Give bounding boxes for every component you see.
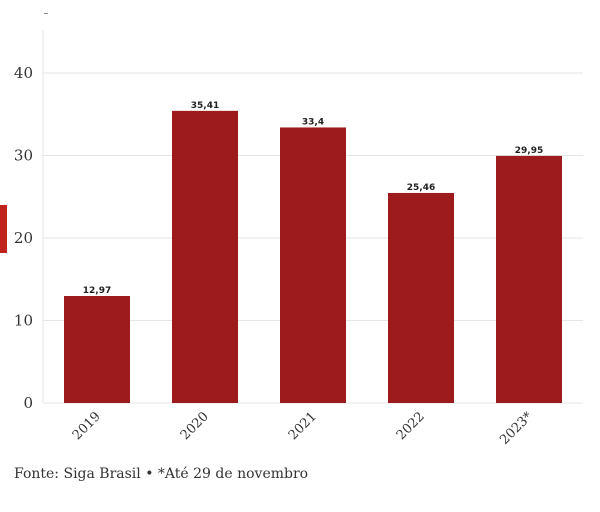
bar[interactable] <box>64 295 130 403</box>
bar[interactable] <box>280 127 346 403</box>
side-accent-tab[interactable] <box>0 205 7 253</box>
bar[interactable] <box>172 110 238 404</box>
data-label: 35,41 <box>191 101 219 111</box>
x-tick-label: 2021 <box>286 409 320 443</box>
bar-chart: 0 10 20 30 40 12,97 2019 35,41 2020 33,4 2021 25,46… <box>14 30 583 448</box>
bar[interactable] <box>496 155 562 403</box>
x-tick-label: 2020 <box>178 409 212 443</box>
x-tick-label: 2022 <box>394 409 428 443</box>
x-tick-label: 2023* <box>497 409 536 448</box>
source-note: Fonte: Siga Brasil • *Até 29 de novembro <box>14 466 309 482</box>
x-tick-label: 2019 <box>70 409 104 443</box>
y-tick-label: 0 <box>23 394 33 412</box>
data-label: 29,95 <box>515 146 543 156</box>
bar[interactable] <box>388 192 454 403</box>
data-label: 33,4 <box>302 117 324 127</box>
y-tick-label: 20 <box>14 229 33 247</box>
y-tick-label: 30 <box>14 147 33 165</box>
data-label: 25,46 <box>407 183 435 193</box>
bar-layer <box>64 110 562 404</box>
data-label: 12,97 <box>83 286 111 296</box>
top-marker <box>44 13 48 14</box>
y-tick-label: 10 <box>14 312 33 330</box>
y-tick-label: 40 <box>14 64 33 82</box>
